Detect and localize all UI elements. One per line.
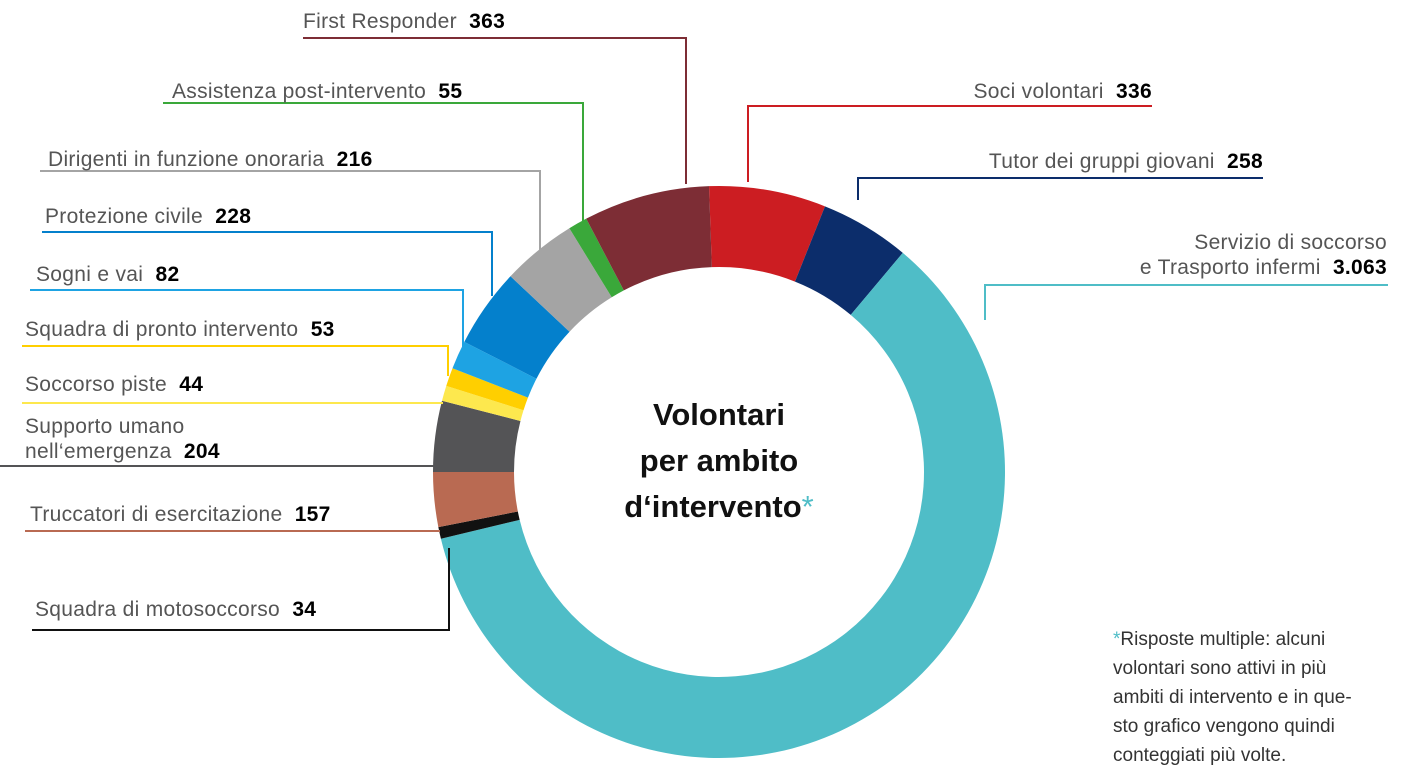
leader-line bbox=[32, 548, 450, 631]
donut-segment bbox=[446, 368, 528, 411]
segment-label: Soccorso piste 44 bbox=[25, 372, 203, 397]
segment-label: Squadra di motosoccorso 34 bbox=[35, 597, 316, 622]
value-label: 258 bbox=[1227, 150, 1263, 173]
segment-label: Squadra di pronto intervento 53 bbox=[25, 317, 335, 342]
segment-label: Supporto umano nell‘emergenza 204 bbox=[25, 414, 220, 464]
leader-line bbox=[857, 177, 1263, 200]
category-label: Squadra di pronto intervento bbox=[25, 318, 299, 341]
category-label: Protezione civile bbox=[45, 205, 204, 228]
segment-label: Soci volontari 336 bbox=[974, 79, 1153, 104]
leader-line bbox=[30, 289, 464, 350]
value-label: 44 bbox=[179, 373, 204, 396]
category-label: Servizio di soccorso e Trasporto infermi bbox=[1139, 231, 1387, 279]
category-label: Soci volontari bbox=[973, 80, 1104, 103]
title-text: Volontari per ambito d‘intervento bbox=[624, 397, 802, 524]
category-label: Tutor dei gruppi giovani bbox=[988, 150, 1215, 173]
donut-segment bbox=[794, 206, 903, 315]
donut-segment bbox=[440, 252, 1005, 758]
segment-label: Protezione civile 228 bbox=[45, 204, 251, 229]
center-title: Volontari per ambito d‘intervento* bbox=[569, 392, 869, 530]
title-mark: * bbox=[801, 489, 814, 524]
value-label: 204 bbox=[183, 440, 220, 463]
donut-segment bbox=[586, 186, 712, 291]
donut-segment bbox=[569, 218, 624, 298]
leader-line bbox=[40, 170, 541, 252]
value-label: 34 bbox=[292, 598, 317, 621]
donut-segment bbox=[464, 276, 570, 379]
donut-segment bbox=[452, 341, 537, 398]
value-label: 216 bbox=[336, 148, 373, 171]
value-label: 157 bbox=[294, 503, 331, 526]
value-label: 3.063 bbox=[1332, 256, 1387, 279]
donut-segment bbox=[433, 400, 521, 473]
category-label: Supporto umano nell‘emergenza bbox=[25, 415, 185, 463]
value-label: 82 bbox=[155, 263, 180, 286]
value-label: 228 bbox=[215, 205, 252, 228]
donut-segment bbox=[433, 472, 518, 528]
category-label: First Responder bbox=[303, 10, 457, 33]
leader-line bbox=[42, 231, 493, 296]
value-label: 55 bbox=[438, 80, 463, 103]
category-label: Dirigenti in funzione onoraria bbox=[48, 148, 325, 171]
donut-segment bbox=[438, 511, 520, 539]
donut-segment bbox=[442, 385, 524, 421]
footnote-text: Risposte multiple: alcuni volontari sono… bbox=[1113, 629, 1352, 766]
value-label: 53 bbox=[310, 318, 335, 341]
segment-label: Servizio di soccorso e Trasporto infermi… bbox=[1140, 230, 1387, 280]
value-label: 363 bbox=[469, 10, 506, 33]
leader-line bbox=[163, 102, 584, 222]
donut-segment bbox=[709, 186, 825, 282]
segment-label: First Responder 363 bbox=[303, 9, 505, 34]
category-label: Truccatori di esercitazione bbox=[30, 503, 283, 526]
category-label: Assistenza post-intervento bbox=[172, 80, 427, 103]
segment-label: Tutor dei gruppi giovani 258 bbox=[989, 149, 1263, 174]
footnote: *Risposte multiple: alcuni volontari son… bbox=[1113, 625, 1420, 770]
value-label: 336 bbox=[1116, 80, 1152, 103]
leader-line bbox=[22, 345, 449, 376]
segment-label: Sogni e vai 82 bbox=[36, 262, 179, 287]
donut-segment bbox=[510, 228, 612, 332]
category-label: Soccorso piste bbox=[25, 373, 167, 396]
footnote-mark: * bbox=[1113, 629, 1121, 650]
category-label: Sogni e vai bbox=[36, 263, 144, 286]
segment-label: Truccatori di esercitazione 157 bbox=[30, 502, 331, 527]
leader-line bbox=[984, 284, 1388, 320]
leader-line bbox=[303, 37, 687, 184]
category-label: Squadra di motosoccorso bbox=[35, 598, 281, 621]
segment-label: Dirigenti in funzione onoraria 216 bbox=[48, 147, 373, 172]
leader-line bbox=[747, 105, 1152, 182]
segment-label: Assistenza post-intervento 55 bbox=[172, 79, 462, 104]
